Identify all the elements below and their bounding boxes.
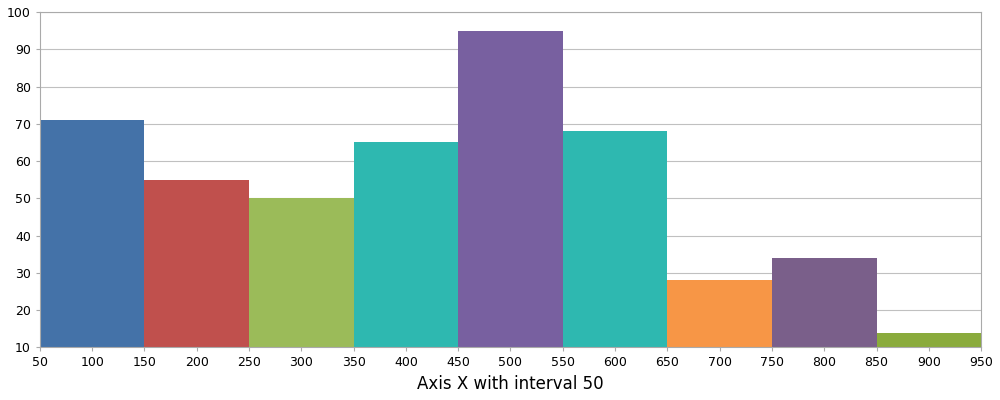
Bar (877, 332, 981, 385)
X-axis label: Axis X with interval 50: Axis X with interval 50 (417, 375, 604, 393)
Bar (354, 142, 458, 385)
Bar (40, 120, 144, 385)
Bar (772, 258, 877, 385)
Bar (667, 280, 772, 385)
Bar (458, 30, 563, 385)
Bar (563, 131, 667, 385)
Bar (249, 198, 354, 385)
Bar (144, 180, 249, 385)
